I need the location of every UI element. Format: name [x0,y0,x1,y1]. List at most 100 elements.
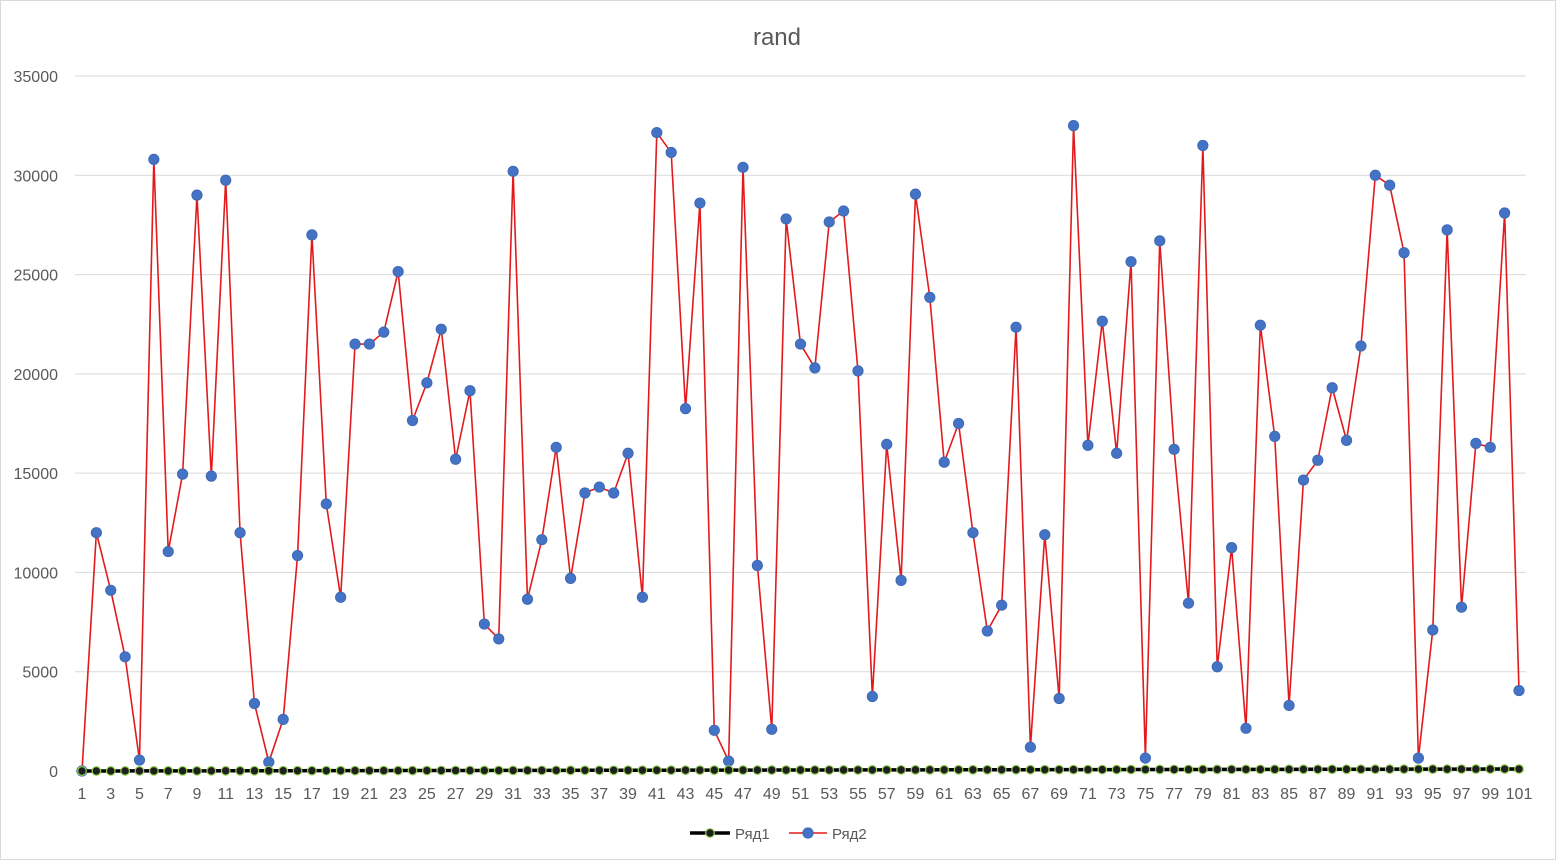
data-point-ryad1 [148,766,159,776]
x-tick-label: 83 [1251,786,1269,803]
y-tick-label: 5000 [22,665,58,682]
data-point-ryad1 [307,765,317,776]
x-tick-label: 1 [78,786,87,803]
x-tick-label: 15 [274,786,292,803]
data-point-ryad1 [263,765,274,776]
data-point-ryad1 [766,765,777,775]
x-axis: 1 3 5 7 9 11 13 15 17 19 21 23 25 27 29 31 33 35 37 39 41 43 4… [78,786,1533,803]
data-point-ryad2 [435,323,447,335]
data-point-ryad1 [1269,764,1280,775]
data-point-ryad1 [953,764,964,775]
data-point-ryad2 [363,338,375,350]
y-tick-label: 15000 [14,466,59,483]
data-point-ryad1 [651,765,662,776]
data-point-ryad1 [1054,764,1065,775]
data-point-ryad1 [1427,764,1438,775]
data-point-ryad2 [924,291,936,304]
data-point-ryad2 [909,188,922,200]
chart-title: rand [753,24,801,51]
x-tick-label: 39 [619,786,637,803]
legend-marker-ryad2 [802,827,814,839]
data-point-ryad2 [895,574,907,586]
x-tick-label: 3 [106,786,115,803]
data-point-ryad1 [924,764,935,775]
data-point-ryad1 [134,766,145,776]
data-point-ryad2 [234,527,246,539]
data-point-ryad2 [852,365,864,377]
data-point-ryad2 [579,487,591,499]
data-point-ryad1 [1068,764,1079,775]
x-tick-label: 25 [418,786,436,803]
data-point-ryad2 [406,414,419,427]
data-point-ryad2 [1182,597,1195,609]
x-tick-label: 19 [332,786,350,803]
data-point-ryad2 [306,229,318,241]
data-point-ryad1 [680,765,691,776]
series-group [76,120,1525,777]
data-point-ryad2 [1297,474,1310,486]
data-point-ryad2 [335,591,347,603]
data-point-ryad2 [809,362,821,374]
x-tick-label: 23 [389,786,407,803]
data-point-ryad2 [1398,247,1410,259]
x-tick-label: 57 [878,786,896,803]
data-point-ryad1 [220,765,231,776]
x-tick-label: 9 [193,786,202,803]
x-tick-label: 67 [1022,786,1040,803]
data-point-ryad1 [436,765,447,776]
data-point-ryad1 [421,765,432,776]
data-point-ryad2 [981,625,993,637]
data-point-ryad2 [220,174,232,186]
data-point-ryad1 [120,766,131,776]
data-point-ryad1 [407,765,418,776]
data-point-ryad2 [521,593,534,605]
data-point-ryad2 [1470,437,1482,449]
data-point-ryad2 [967,527,979,539]
data-point-ryad2 [1412,752,1425,764]
data-point-ryad1 [335,765,346,776]
x-tick-label: 63 [964,786,982,803]
data-point-ryad1 [192,765,202,776]
legend-label-ryad2: Ряд2 [832,826,867,843]
x-tick-label: 11 [217,786,234,803]
data-point-ryad2 [622,447,634,459]
x-tick-label: 77 [1165,786,1183,803]
y-tick-label: 35000 [14,69,59,86]
data-point-ryad2 [507,165,519,177]
data-point-ryad2 [1513,684,1525,697]
data-point-ryad1 [1011,764,1021,775]
data-point-ryad1 [393,765,404,776]
x-tick-label: 41 [648,786,666,803]
data-point-ryad1 [77,766,87,776]
data-point-ryad1 [824,765,835,775]
data-point-ryad1 [1212,764,1223,775]
data-point-ryad1 [1025,764,1036,775]
data-point-ryad1 [1312,764,1323,775]
data-point-ryad1 [450,765,461,776]
data-point-ryad2 [881,438,893,450]
data-point-ryad1 [996,764,1007,775]
data-point-ryad2 [450,453,462,465]
data-point-ryad1 [1255,764,1266,775]
data-point-ryad2 [291,549,304,562]
data-point-ryad1 [738,765,748,775]
data-point-ryad1 [623,765,633,776]
data-point-ryad2 [651,126,663,139]
data-point-ryad2 [751,559,763,572]
data-point-ryad1 [206,765,217,776]
data-point-ryad2 [392,265,404,278]
data-point-ryad2 [1441,224,1453,236]
data-point-ryad1 [1384,764,1395,775]
data-point-ryad1 [105,766,116,776]
data-point-ryad2 [794,338,807,350]
data-point-ryad2 [378,326,390,338]
data-point-ryad1 [551,765,562,776]
data-point-ryad2 [665,146,677,159]
data-point-ryad1 [91,766,102,776]
data-point-ryad1 [493,765,504,776]
data-point-ryad2 [148,153,160,165]
data-point-ryad1 [867,765,878,775]
data-point-ryad1 [723,765,734,776]
